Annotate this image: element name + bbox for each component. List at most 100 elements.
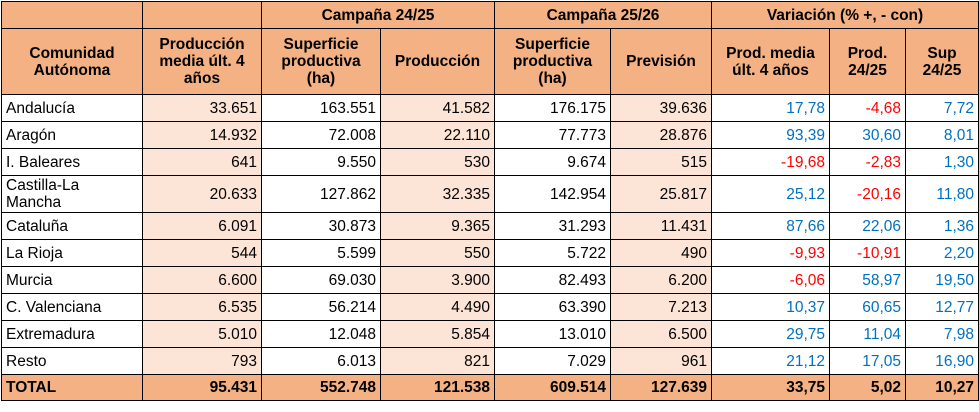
production-24-25-cell: 821 <box>380 347 495 375</box>
forecast-cell: 961 <box>610 347 712 375</box>
production-table: Campaña 24/25 Campaña 25/26 Variación (%… <box>1 1 979 401</box>
avg-production-cell: 14.932 <box>142 121 262 149</box>
var-sup-column-header: Sup 24/25 <box>905 28 979 95</box>
region-cell: Murcia <box>1 266 143 294</box>
forecast-cell: 11.431 <box>610 212 712 240</box>
variation-sup-cell: 1,36 <box>905 212 979 240</box>
variation-avg-cell: -9,93 <box>711 239 830 267</box>
avg-production-cell: 5.010 <box>142 320 262 348</box>
production-24-25-cell: 22.110 <box>380 121 495 149</box>
variation-avg-cell: 93,39 <box>711 121 830 149</box>
avg-production-cell: 6.600 <box>142 266 262 294</box>
surface-25-26-cell: 63.390 <box>494 293 611 321</box>
variation-prod-cell: 30,60 <box>829 121 906 149</box>
region-cell: I. Baleares <box>1 148 143 176</box>
table-row: C. Valenciana 6.535 56.214 4.490 63.390 7.213… <box>1 293 979 321</box>
production-24-25-cell: 121.538 <box>380 374 495 401</box>
surface-25-26-cell: 176.175 <box>494 94 611 122</box>
avg-production-column-header: Producción media últ. 4 años <box>142 28 262 95</box>
surface-24-25-cell: 6.013 <box>261 347 381 375</box>
table-row: Murcia 6.600 69.030 3.900 82.493 6.200 -6,06 58… <box>1 266 979 294</box>
production-24-25-cell: 4.490 <box>380 293 495 321</box>
variation-avg-cell: 29,75 <box>711 320 830 348</box>
variation-sup-cell: 10,27 <box>905 374 979 401</box>
table-row: Andalucía 33.651 163.551 41.582 176.175 39.63… <box>1 94 979 122</box>
surface-24-25-cell: 9.550 <box>261 148 381 176</box>
table-row: I. Baleares 641 9.550 530 9.674 515 -19,68 -2,8… <box>1 148 979 176</box>
surface-24-25-cell: 69.030 <box>261 266 381 294</box>
forecast-cell: 39.636 <box>610 94 712 122</box>
variation-sup-cell: 7,98 <box>905 320 979 348</box>
campaign-25-26-header: Campaña 25/26 <box>494 1 712 29</box>
forecast-cell: 28.876 <box>610 121 712 149</box>
campaign-24-25-header: Campaña 24/25 <box>261 1 495 29</box>
variation-avg-cell: -6,06 <box>711 266 830 294</box>
surface-25-26-cell: 142.954 <box>494 175 611 213</box>
surface-24-25-cell: 163.551 <box>261 94 381 122</box>
avg-production-cell: 6.091 <box>142 212 262 240</box>
variation-prod-cell: 11,04 <box>829 320 906 348</box>
variation-sup-cell: 16,90 <box>905 347 979 375</box>
variation-prod-cell: -2,83 <box>829 148 906 176</box>
production-24-25-cell: 550 <box>380 239 495 267</box>
surface-25-26-cell: 31.293 <box>494 212 611 240</box>
var-avg-column-header: Prod. media últ. 4 años <box>711 28 830 95</box>
variation-avg-cell: 21,12 <box>711 347 830 375</box>
avg-production-cell: 544 <box>142 239 262 267</box>
table-row: La Rioja 544 5.599 550 5.722 490 -9,93 -10,91 2,… <box>1 239 979 267</box>
region-cell: TOTAL <box>1 374 143 401</box>
production-24-25-column-header: Producción <box>380 28 495 95</box>
variation-avg-cell: 17,78 <box>711 94 830 122</box>
table-row: Castilla-La Mancha 20.633 127.862 32.335 142… <box>1 175 979 213</box>
variation-sup-cell: 12,77 <box>905 293 979 321</box>
forecast-cell: 6.200 <box>610 266 712 294</box>
surface-25-26-cell: 13.010 <box>494 320 611 348</box>
variation-prod-cell: 22,06 <box>829 212 906 240</box>
variation-prod-cell: 17,05 <box>829 347 906 375</box>
surface-25-26-cell: 77.773 <box>494 121 611 149</box>
region-cell: Andalucía <box>1 94 143 122</box>
region-cell: Cataluña <box>1 212 143 240</box>
surface-25-26-cell: 9.674 <box>494 148 611 176</box>
variation-avg-cell: -19,68 <box>711 148 830 176</box>
region-cell: Castilla-La Mancha <box>1 175 143 213</box>
surface-24-25-cell: 552.748 <box>261 374 381 401</box>
variation-avg-cell: 25,12 <box>711 175 830 213</box>
blank-header <box>142 1 262 29</box>
surface-24-25-cell: 56.214 <box>261 293 381 321</box>
variation-sup-cell: 7,72 <box>905 94 979 122</box>
avg-production-cell: 6.535 <box>142 293 262 321</box>
production-24-25-cell: 32.335 <box>380 175 495 213</box>
variation-prod-cell: 60,65 <box>829 293 906 321</box>
corner-blank <box>1 1 143 29</box>
forecast-column-header: Previsión <box>610 28 712 95</box>
region-cell: C. Valenciana <box>1 293 143 321</box>
surface-24-25-cell: 72.008 <box>261 121 381 149</box>
surface-24-25-column-header: Superficie productiva (ha) <box>261 28 381 95</box>
variation-avg-cell: 87,66 <box>711 212 830 240</box>
region-cell: Extremadura <box>1 320 143 348</box>
production-24-25-cell: 5.854 <box>380 320 495 348</box>
variation-prod-cell: -4,68 <box>829 94 906 122</box>
surface-24-25-cell: 127.862 <box>261 175 381 213</box>
surface-25-26-cell: 7.029 <box>494 347 611 375</box>
variation-avg-cell: 33,75 <box>711 374 830 401</box>
table-row: Cataluña 6.091 30.873 9.365 31.293 11.431 87,6… <box>1 212 979 240</box>
table-row: Resto 793 6.013 821 7.029 961 21,12 17,05 16,90 <box>1 347 979 375</box>
avg-production-cell: 95.431 <box>142 374 262 401</box>
surface-24-25-cell: 30.873 <box>261 212 381 240</box>
table-row: Aragón 14.932 72.008 22.110 77.773 28.876 93,3… <box>1 121 979 149</box>
variation-prod-cell: 58,97 <box>829 266 906 294</box>
variation-prod-cell: -20,16 <box>829 175 906 213</box>
production-24-25-cell: 530 <box>380 148 495 176</box>
avg-production-cell: 20.633 <box>142 175 262 213</box>
avg-production-cell: 793 <box>142 347 262 375</box>
variation-header: Variación (% +, - con) <box>711 1 979 29</box>
production-24-25-cell: 3.900 <box>380 266 495 294</box>
forecast-cell: 25.817 <box>610 175 712 213</box>
region-cell: Resto <box>1 347 143 375</box>
forecast-cell: 7.213 <box>610 293 712 321</box>
surface-25-26-cell: 609.514 <box>494 374 611 401</box>
forecast-cell: 490 <box>610 239 712 267</box>
forecast-cell: 515 <box>610 148 712 176</box>
